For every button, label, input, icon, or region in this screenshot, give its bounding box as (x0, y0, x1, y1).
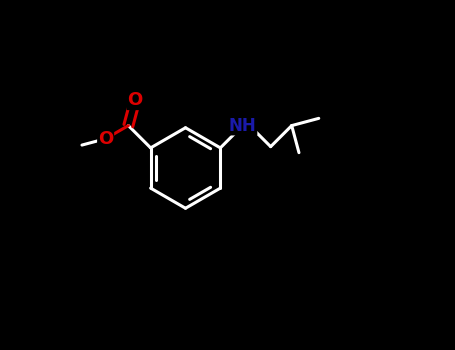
Text: O: O (98, 130, 113, 148)
Text: O: O (127, 91, 143, 109)
Text: NH: NH (229, 117, 257, 135)
